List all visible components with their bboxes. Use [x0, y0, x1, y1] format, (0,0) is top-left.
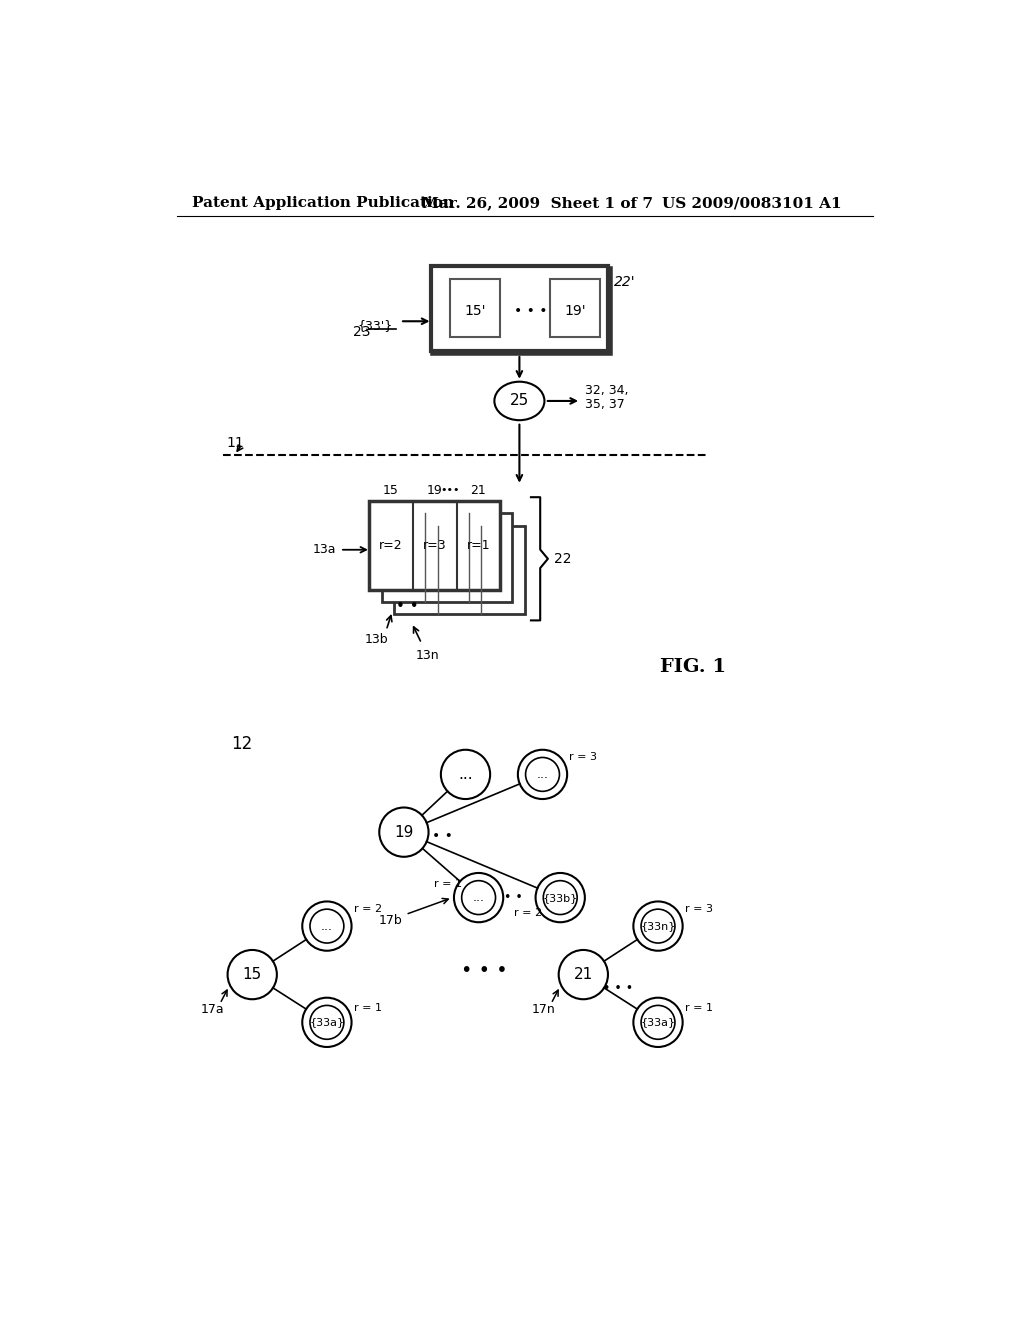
Text: 22: 22 — [554, 552, 571, 566]
Text: r = 1: r = 1 — [354, 1003, 382, 1014]
Text: Mar. 26, 2009  Sheet 1 of 7: Mar. 26, 2009 Sheet 1 of 7 — [422, 197, 652, 210]
Text: {33a}: {33a} — [309, 1018, 344, 1027]
Text: {33b}: {33b} — [543, 892, 578, 903]
Text: 15': 15' — [464, 304, 485, 318]
Text: FIG. 1: FIG. 1 — [659, 657, 726, 676]
Ellipse shape — [495, 381, 545, 420]
Text: 25: 25 — [510, 393, 529, 408]
Circle shape — [634, 902, 683, 950]
Text: r=2: r=2 — [379, 539, 402, 552]
Text: 21: 21 — [573, 968, 593, 982]
Circle shape — [518, 750, 567, 799]
Circle shape — [641, 1006, 675, 1039]
FancyBboxPatch shape — [431, 267, 608, 351]
FancyBboxPatch shape — [550, 280, 600, 337]
Circle shape — [441, 750, 490, 799]
Text: 32, 34,: 32, 34, — [585, 384, 629, 397]
Text: 12: 12 — [231, 735, 253, 752]
Circle shape — [302, 998, 351, 1047]
Text: 17n: 17n — [531, 1003, 555, 1016]
Text: ...: ... — [537, 768, 549, 781]
Circle shape — [536, 873, 585, 923]
Text: r = 3: r = 3 — [685, 904, 713, 915]
Text: • • •: • • • — [603, 982, 633, 995]
Circle shape — [310, 909, 344, 942]
Text: • •: • • — [432, 829, 453, 843]
Text: 19: 19 — [427, 483, 442, 496]
Circle shape — [641, 909, 675, 942]
Text: r=3: r=3 — [423, 539, 446, 552]
Text: 17a: 17a — [201, 1003, 224, 1016]
Text: 22': 22' — [614, 275, 636, 289]
Text: 17b: 17b — [378, 915, 402, 927]
Text: r = 1: r = 1 — [685, 1003, 713, 1014]
Text: r = 2: r = 2 — [514, 908, 542, 917]
Text: ...: ... — [458, 767, 473, 781]
Text: • • •: • • • — [514, 304, 548, 318]
Circle shape — [454, 873, 503, 923]
Text: 13n: 13n — [415, 648, 439, 661]
Circle shape — [544, 880, 578, 915]
Circle shape — [525, 758, 559, 792]
Text: 19: 19 — [394, 825, 414, 840]
Text: {33n}: {33n} — [640, 921, 676, 931]
Text: r=1: r=1 — [467, 539, 490, 552]
Text: 13a: 13a — [313, 544, 336, 556]
Circle shape — [559, 950, 608, 999]
FancyBboxPatch shape — [433, 268, 610, 354]
Text: 19': 19' — [564, 304, 586, 318]
Text: 13b: 13b — [366, 634, 389, 647]
Circle shape — [302, 902, 351, 950]
Text: 23: 23 — [353, 325, 371, 339]
Text: ...: ... — [321, 920, 333, 933]
Text: 11: 11 — [226, 437, 245, 450]
Text: 15: 15 — [243, 968, 262, 982]
FancyBboxPatch shape — [370, 502, 500, 590]
Circle shape — [634, 998, 683, 1047]
Text: {33'}: {33'} — [357, 318, 392, 331]
FancyBboxPatch shape — [394, 525, 524, 614]
Text: r = 2: r = 2 — [354, 904, 382, 915]
Text: US 2009/0083101 A1: US 2009/0083101 A1 — [662, 197, 842, 210]
Circle shape — [310, 1006, 344, 1039]
Text: •••: ••• — [440, 486, 460, 495]
Text: 21: 21 — [470, 483, 486, 496]
Text: Patent Application Publication: Patent Application Publication — [193, 197, 455, 210]
Circle shape — [227, 950, 276, 999]
Text: ...: ... — [473, 891, 484, 904]
Text: • •: • • — [504, 891, 522, 904]
Text: • •: • • — [396, 599, 419, 614]
Text: 15: 15 — [383, 483, 399, 496]
Circle shape — [462, 880, 496, 915]
Text: {33a}: {33a} — [640, 1018, 676, 1027]
Text: r = 3: r = 3 — [569, 752, 597, 763]
Text: r = 1: r = 1 — [434, 879, 462, 888]
Text: • • •: • • • — [462, 961, 508, 981]
Text: 35, 37: 35, 37 — [585, 399, 625, 412]
FancyBboxPatch shape — [451, 280, 500, 337]
Circle shape — [379, 808, 429, 857]
FancyBboxPatch shape — [382, 513, 512, 602]
